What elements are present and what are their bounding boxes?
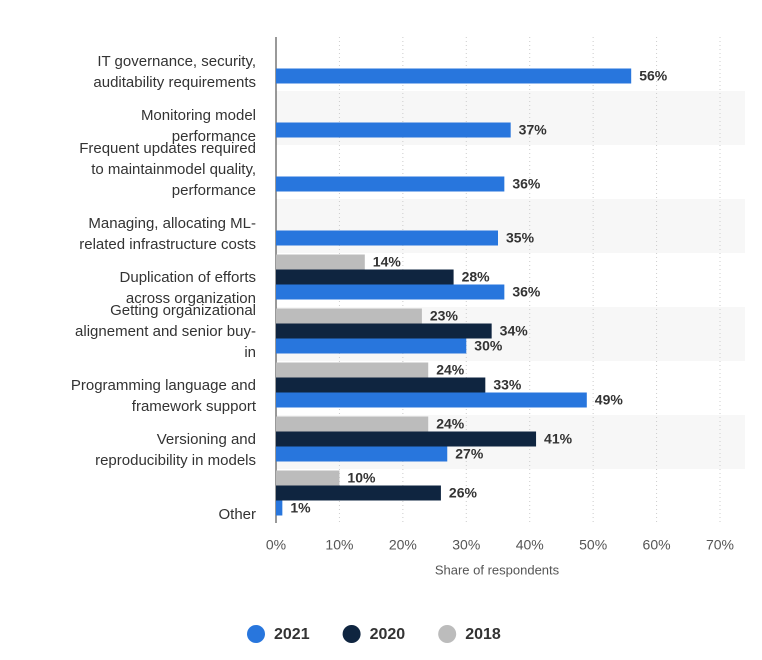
legend-label: 2021 <box>274 626 310 643</box>
value-label: 36% <box>512 284 541 300</box>
bar <box>276 68 632 84</box>
y-tick-label: Frequent updates required to maintainmod… <box>79 140 256 199</box>
y-tick-label: IT governance, security, auditability re… <box>93 53 256 91</box>
bar <box>276 323 492 339</box>
value-label: 49% <box>595 392 624 408</box>
value-label: 30% <box>474 338 503 354</box>
x-tick-label: 40% <box>516 537 544 553</box>
bar <box>276 416 429 432</box>
legend-swatch <box>342 625 361 643</box>
x-tick-label: 50% <box>579 537 607 553</box>
bar <box>276 338 467 354</box>
value-label: 41% <box>544 431 573 447</box>
value-label: 34% <box>500 323 529 339</box>
y-tick-label: Versioning and reproducibility in models <box>95 431 256 469</box>
y-tick-label: Duplication of efforts across organizati… <box>119 269 256 307</box>
y-tick-label: Other <box>218 506 256 523</box>
y-tick-label: Getting organizational alignement and se… <box>75 302 256 361</box>
bar <box>276 362 429 378</box>
bar <box>276 176 505 192</box>
value-label: 28% <box>462 269 491 285</box>
bar <box>276 284 505 300</box>
value-label: 24% <box>436 362 465 378</box>
value-label: 10% <box>347 470 376 486</box>
value-label: 23% <box>430 308 459 324</box>
y-tick-label: Programming language and framework suppo… <box>70 377 256 415</box>
x-tick-label: 70% <box>706 537 734 553</box>
x-axis-title: Share of respondents <box>435 562 560 577</box>
bar <box>276 500 283 516</box>
value-label: 36% <box>512 176 541 192</box>
value-label: 37% <box>519 122 548 138</box>
bar <box>276 470 340 486</box>
bar <box>276 392 587 408</box>
value-label: 27% <box>455 446 484 462</box>
x-tick-label: 30% <box>452 537 480 553</box>
value-label: 35% <box>506 230 535 246</box>
y-tick-label: Monitoring model performance <box>140 107 256 145</box>
bar <box>276 230 498 246</box>
value-label: 26% <box>449 485 478 501</box>
value-label: 14% <box>373 254 402 270</box>
bar <box>276 254 365 270</box>
value-label: 56% <box>639 68 668 84</box>
legend-swatch <box>247 625 265 643</box>
bar <box>276 485 441 501</box>
y-tick-label: Managing, allocating ML- related infrast… <box>79 215 256 253</box>
legend-swatch <box>438 625 457 643</box>
value-label: 24% <box>436 416 465 432</box>
x-tick-label: 60% <box>643 537 671 553</box>
bar <box>276 122 511 138</box>
legend-label: 2020 <box>370 626 406 643</box>
bar <box>276 446 448 462</box>
x-tick-label: 10% <box>325 537 353 553</box>
bar <box>276 377 486 393</box>
value-label: 33% <box>493 377 522 393</box>
bar <box>276 308 422 324</box>
bar <box>276 269 454 285</box>
x-tick-label: 0% <box>266 537 286 553</box>
legend-label: 2018 <box>465 626 501 643</box>
bar <box>276 431 537 447</box>
value-label: 1% <box>290 500 311 516</box>
x-tick-label: 20% <box>389 537 417 553</box>
